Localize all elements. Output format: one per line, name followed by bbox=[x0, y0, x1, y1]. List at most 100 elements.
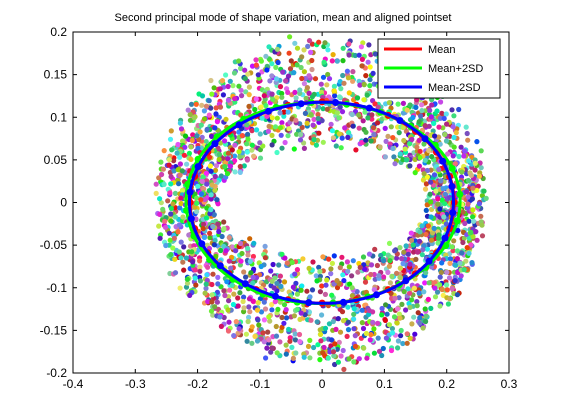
pointset-point bbox=[397, 315, 403, 321]
pointset-point bbox=[314, 278, 320, 284]
pointset-point bbox=[244, 338, 250, 344]
pointset-point bbox=[182, 144, 188, 150]
pointset-point bbox=[359, 320, 365, 326]
pointset-point bbox=[235, 295, 241, 301]
pointset-point bbox=[157, 211, 163, 217]
pointset-point bbox=[206, 154, 213, 160]
series-marker-mean-2sd bbox=[198, 240, 206, 248]
pointset-point bbox=[241, 305, 247, 311]
pointset-point bbox=[301, 81, 307, 87]
pointset-point bbox=[340, 58, 346, 64]
pointset-point bbox=[310, 122, 316, 128]
pointset-point bbox=[265, 128, 271, 134]
pointset-point bbox=[222, 160, 229, 166]
pointset-point bbox=[396, 295, 402, 301]
pointset-point bbox=[478, 165, 484, 171]
pointset-point bbox=[379, 305, 385, 312]
pointset-point bbox=[223, 248, 229, 254]
pointset-point bbox=[282, 255, 288, 261]
pointset-point bbox=[391, 154, 397, 160]
pointset-point bbox=[419, 223, 425, 229]
pointset-point bbox=[316, 39, 322, 45]
pointset-point bbox=[283, 315, 290, 321]
pointset-point bbox=[382, 317, 388, 323]
pointset-point bbox=[444, 287, 450, 293]
pointset-point bbox=[245, 71, 251, 77]
pointset-point bbox=[172, 256, 178, 262]
pointset-point bbox=[365, 59, 371, 65]
pointset-point bbox=[481, 188, 487, 194]
pointset-point bbox=[161, 148, 167, 154]
pointset-point bbox=[205, 298, 211, 305]
pointset-point bbox=[304, 288, 310, 294]
pointset-point bbox=[270, 261, 276, 268]
pointset-point bbox=[274, 46, 280, 52]
pointset-point bbox=[211, 212, 217, 218]
pointset-point bbox=[381, 258, 387, 264]
pointset-point bbox=[158, 200, 164, 206]
pointset-point bbox=[249, 340, 255, 346]
pointset-point bbox=[281, 302, 288, 308]
pointset-point bbox=[305, 343, 312, 349]
pointset-point bbox=[351, 306, 357, 312]
pointset-point bbox=[314, 319, 320, 325]
pointset-point bbox=[401, 137, 407, 144]
pointset-point bbox=[239, 250, 245, 257]
pointset-point bbox=[445, 151, 451, 157]
pointset-point bbox=[334, 346, 340, 352]
pointset-point bbox=[351, 359, 357, 365]
pointset-point bbox=[177, 205, 183, 211]
pointset-point bbox=[221, 226, 227, 232]
pointset-point bbox=[216, 229, 222, 235]
pointset-point bbox=[181, 244, 187, 250]
pointset-point bbox=[360, 118, 366, 124]
pointset-point bbox=[157, 196, 163, 202]
pointset-point bbox=[351, 311, 357, 317]
pointset-point bbox=[440, 186, 446, 192]
pointset-point bbox=[355, 269, 361, 275]
pointset-point bbox=[311, 116, 317, 122]
pointset-point bbox=[237, 169, 243, 175]
pointset-point bbox=[383, 138, 389, 144]
pointset-point bbox=[279, 251, 285, 257]
pointset-point bbox=[249, 63, 256, 69]
pointset-point bbox=[225, 83, 231, 90]
pointset-point bbox=[315, 116, 321, 122]
pointset-point bbox=[456, 106, 462, 113]
pointset-point bbox=[413, 256, 419, 262]
pointset-point bbox=[256, 322, 262, 328]
pointset-point bbox=[367, 83, 373, 89]
pointset-point bbox=[244, 157, 250, 163]
pointset-point bbox=[404, 340, 410, 346]
pointset-point bbox=[182, 133, 189, 139]
pointset-point bbox=[237, 240, 244, 247]
y-tick-label: 0.05 bbox=[44, 153, 68, 167]
pointset-point bbox=[277, 84, 284, 90]
pointset-point bbox=[217, 314, 223, 320]
pointset-point bbox=[165, 198, 171, 204]
pointset-point bbox=[336, 94, 343, 100]
pointset-point bbox=[464, 245, 470, 251]
pointset-point bbox=[426, 280, 432, 286]
pointset-point bbox=[450, 124, 456, 130]
pointset-point bbox=[160, 166, 166, 172]
pointset-point bbox=[313, 142, 319, 148]
pointset-point bbox=[242, 76, 248, 82]
pointset-point bbox=[171, 158, 177, 164]
pointset-point bbox=[356, 356, 362, 362]
pointset-point bbox=[326, 256, 332, 262]
pointset-point bbox=[379, 312, 385, 318]
pointset-point bbox=[167, 237, 173, 243]
pointset-point bbox=[304, 85, 310, 91]
pointset-point bbox=[397, 245, 403, 251]
pointset-point bbox=[424, 174, 430, 180]
pointset-point bbox=[417, 320, 423, 326]
pointset-point bbox=[194, 195, 200, 201]
pointset-point bbox=[471, 218, 477, 224]
legend-label-mean-plus-2sd: Mean+2SD bbox=[428, 63, 483, 75]
pointset-point bbox=[324, 106, 330, 112]
pointset-point bbox=[451, 144, 457, 150]
pointset-point bbox=[445, 301, 451, 307]
pointset-point bbox=[339, 135, 345, 141]
pointset-point bbox=[461, 235, 467, 241]
